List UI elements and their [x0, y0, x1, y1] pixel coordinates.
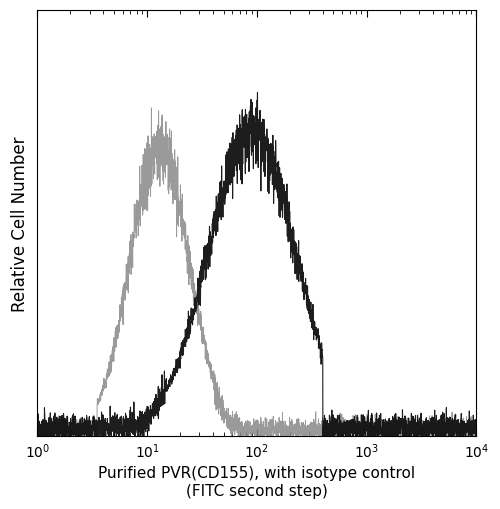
- Y-axis label: Relative Cell Number: Relative Cell Number: [11, 136, 29, 312]
- X-axis label: Purified PVR(CD155), with isotype control
(FITC second step): Purified PVR(CD155), with isotype contro…: [98, 466, 415, 498]
